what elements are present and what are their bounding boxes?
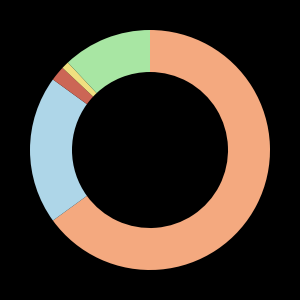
Wedge shape <box>53 68 93 104</box>
Wedge shape <box>30 80 87 220</box>
Wedge shape <box>68 30 150 93</box>
Wedge shape <box>53 30 270 270</box>
Wedge shape <box>62 62 97 97</box>
